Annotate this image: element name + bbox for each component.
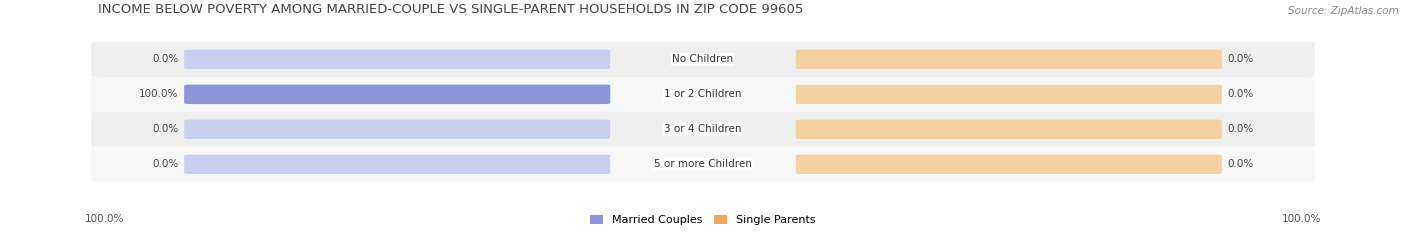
FancyBboxPatch shape xyxy=(184,120,610,139)
Text: 100.0%: 100.0% xyxy=(84,214,124,224)
FancyBboxPatch shape xyxy=(184,85,610,104)
Text: 0.0%: 0.0% xyxy=(1227,55,1254,64)
FancyBboxPatch shape xyxy=(91,147,1315,182)
FancyBboxPatch shape xyxy=(796,155,1222,174)
Text: 0.0%: 0.0% xyxy=(1227,89,1254,99)
Text: 3 or 4 Children: 3 or 4 Children xyxy=(664,124,742,134)
FancyBboxPatch shape xyxy=(796,50,1222,69)
FancyBboxPatch shape xyxy=(91,42,1315,77)
Text: 100.0%: 100.0% xyxy=(1282,214,1322,224)
Legend: Married Couples, Single Parents: Married Couples, Single Parents xyxy=(591,215,815,225)
Text: 100.0%: 100.0% xyxy=(139,89,179,99)
FancyBboxPatch shape xyxy=(796,120,1222,139)
Text: 0.0%: 0.0% xyxy=(1227,124,1254,134)
Text: 0.0%: 0.0% xyxy=(1227,159,1254,169)
FancyBboxPatch shape xyxy=(184,50,610,69)
Text: Source: ZipAtlas.com: Source: ZipAtlas.com xyxy=(1288,6,1399,16)
FancyBboxPatch shape xyxy=(91,77,1315,112)
Text: INCOME BELOW POVERTY AMONG MARRIED-COUPLE VS SINGLE-PARENT HOUSEHOLDS IN ZIP COD: INCOME BELOW POVERTY AMONG MARRIED-COUPL… xyxy=(98,3,804,16)
FancyBboxPatch shape xyxy=(796,85,1222,104)
Text: 0.0%: 0.0% xyxy=(152,124,179,134)
Text: No Children: No Children xyxy=(672,55,734,64)
Text: 5 or more Children: 5 or more Children xyxy=(654,159,752,169)
Text: 1 or 2 Children: 1 or 2 Children xyxy=(664,89,742,99)
FancyBboxPatch shape xyxy=(184,85,610,104)
FancyBboxPatch shape xyxy=(91,112,1315,147)
FancyBboxPatch shape xyxy=(184,155,610,174)
Text: 0.0%: 0.0% xyxy=(152,55,179,64)
Text: 0.0%: 0.0% xyxy=(152,159,179,169)
